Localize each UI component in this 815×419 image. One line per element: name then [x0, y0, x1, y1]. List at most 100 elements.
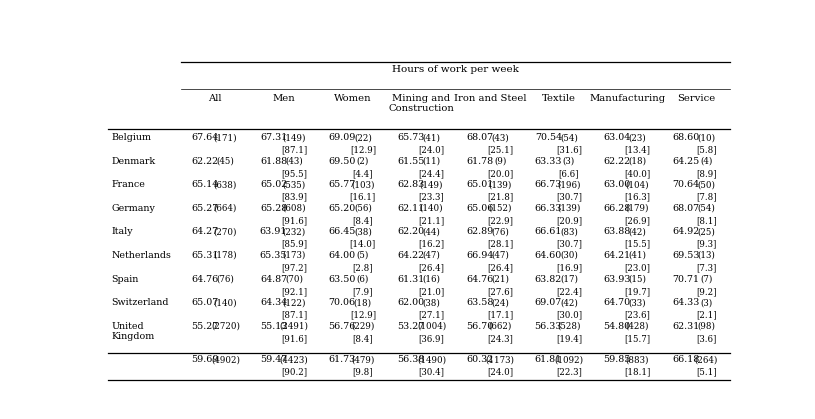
Text: [21.0]: [21.0]	[418, 287, 445, 296]
Text: [2.8]: [2.8]	[353, 263, 373, 272]
Text: (54): (54)	[560, 133, 578, 142]
Text: [4.4]: [4.4]	[353, 169, 373, 178]
Text: 70.64: 70.64	[672, 180, 699, 189]
Text: [23.3]: [23.3]	[419, 193, 444, 202]
Text: 62.20: 62.20	[398, 228, 425, 236]
Text: [28.1]: [28.1]	[487, 240, 513, 248]
Text: (1092): (1092)	[554, 355, 584, 365]
Text: Hours of work per week: Hours of work per week	[392, 65, 519, 74]
Text: (56): (56)	[354, 204, 372, 213]
Text: 62.22: 62.22	[192, 157, 218, 166]
Text: 59.47: 59.47	[260, 355, 287, 365]
Text: [16.2]: [16.2]	[418, 240, 445, 248]
Text: 62.11: 62.11	[398, 204, 425, 213]
Text: [24.4]: [24.4]	[419, 169, 444, 178]
Text: [16.3]: [16.3]	[624, 193, 650, 202]
Text: 56.70: 56.70	[466, 322, 493, 331]
Text: (178): (178)	[214, 251, 237, 260]
Text: Mining and
Construction: Mining and Construction	[388, 94, 454, 113]
Text: (45): (45)	[217, 157, 235, 166]
Text: (98): (98)	[698, 322, 716, 331]
Text: 65.73: 65.73	[397, 133, 425, 142]
Text: (38): (38)	[354, 228, 372, 236]
Text: 59.69: 59.69	[192, 355, 218, 365]
Text: Men: Men	[272, 94, 295, 103]
Text: [40.0]: [40.0]	[624, 169, 650, 178]
Text: (50): (50)	[698, 180, 716, 189]
Text: [3.6]: [3.6]	[696, 334, 716, 343]
Text: (47): (47)	[423, 251, 440, 260]
Text: 61.31: 61.31	[397, 274, 425, 284]
Text: [22.9]: [22.9]	[487, 216, 513, 225]
Text: (638): (638)	[214, 180, 237, 189]
Text: (18): (18)	[628, 157, 646, 166]
Text: (149): (149)	[420, 180, 443, 189]
Text: [8.4]: [8.4]	[353, 216, 373, 225]
Text: [23.0]: [23.0]	[624, 263, 650, 272]
Text: (104): (104)	[626, 180, 650, 189]
Text: 63.33: 63.33	[535, 157, 562, 166]
Text: (232): (232)	[283, 228, 306, 236]
Text: [16.9]: [16.9]	[556, 263, 582, 272]
Text: 53.27: 53.27	[397, 322, 425, 331]
Text: 61.78: 61.78	[466, 157, 493, 166]
Text: [19.7]: [19.7]	[624, 287, 650, 296]
Text: (10): (10)	[698, 133, 716, 142]
Text: Netherlands: Netherlands	[112, 251, 171, 260]
Text: (264): (264)	[694, 355, 718, 365]
Text: (1004): (1004)	[417, 322, 446, 331]
Text: (103): (103)	[351, 180, 375, 189]
Text: [8.1]: [8.1]	[696, 216, 716, 225]
Text: [87.1]: [87.1]	[281, 145, 307, 155]
Text: 64.92: 64.92	[672, 228, 699, 236]
Text: Belgium: Belgium	[112, 133, 152, 142]
Text: (1173): (1173)	[486, 355, 515, 365]
Text: (149): (149)	[283, 133, 306, 142]
Text: 65.07: 65.07	[192, 298, 218, 307]
Text: 65.14: 65.14	[192, 180, 218, 189]
Text: 65.35: 65.35	[260, 251, 288, 260]
Text: [26.4]: [26.4]	[419, 263, 444, 272]
Text: 66.61: 66.61	[535, 228, 562, 236]
Text: (6): (6)	[357, 274, 369, 284]
Text: [91.6]: [91.6]	[281, 334, 307, 343]
Text: 69.50: 69.50	[328, 157, 356, 166]
Text: (1490): (1490)	[417, 355, 446, 365]
Text: (33): (33)	[629, 298, 646, 307]
Text: 64.21: 64.21	[603, 251, 631, 260]
Text: (24): (24)	[491, 298, 509, 307]
Text: (43): (43)	[491, 133, 509, 142]
Text: 65.06: 65.06	[466, 204, 493, 213]
Text: 63.91: 63.91	[260, 228, 287, 236]
Text: 70.54: 70.54	[535, 133, 562, 142]
Text: (122): (122)	[283, 298, 306, 307]
Text: (140): (140)	[420, 204, 443, 213]
Text: 62.89: 62.89	[466, 228, 493, 236]
Text: 64.76: 64.76	[192, 274, 218, 284]
Text: (2491): (2491)	[280, 322, 309, 331]
Text: 59.85: 59.85	[603, 355, 631, 365]
Text: (883): (883)	[626, 355, 650, 365]
Text: [12.9]: [12.9]	[350, 145, 376, 155]
Text: [26.9]: [26.9]	[624, 216, 650, 225]
Text: [17.1]: [17.1]	[487, 310, 513, 319]
Text: (11): (11)	[422, 157, 441, 166]
Text: [22.4]: [22.4]	[556, 287, 582, 296]
Text: (7): (7)	[700, 274, 712, 284]
Text: (30): (30)	[560, 251, 578, 260]
Text: [15.5]: [15.5]	[624, 240, 650, 248]
Text: [13.4]: [13.4]	[624, 145, 650, 155]
Text: [8.9]: [8.9]	[696, 169, 716, 178]
Text: 63.04: 63.04	[603, 133, 631, 142]
Text: [20.9]: [20.9]	[556, 216, 582, 225]
Text: [15.7]: [15.7]	[624, 334, 650, 343]
Text: 67.31: 67.31	[260, 133, 287, 142]
Text: 66.73: 66.73	[535, 180, 562, 189]
Text: Denmark: Denmark	[112, 157, 156, 166]
Text: (3): (3)	[563, 157, 575, 166]
Text: (13): (13)	[698, 251, 716, 260]
Text: [2.1]: [2.1]	[696, 310, 716, 319]
Text: (662): (662)	[488, 322, 512, 331]
Text: [36.9]: [36.9]	[419, 334, 444, 343]
Text: 62.83: 62.83	[397, 180, 425, 189]
